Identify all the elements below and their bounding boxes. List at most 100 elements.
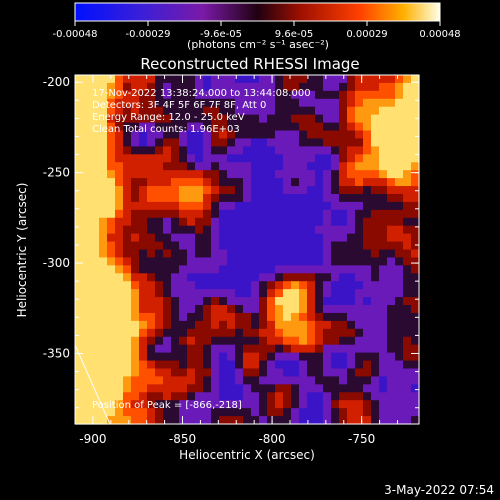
heatmap-cell	[339, 170, 348, 179]
heatmap-cell	[387, 170, 396, 179]
heatmap-cell	[163, 122, 172, 132]
heatmap-cell	[339, 328, 348, 338]
heatmap-cell	[163, 178, 172, 187]
heatmap-cell	[123, 241, 132, 251]
heatmap-cell	[235, 281, 244, 290]
heatmap-cell	[99, 225, 108, 235]
heatmap-cell	[347, 289, 356, 298]
heatmap-cell	[147, 170, 156, 179]
heatmap-cell	[267, 170, 276, 179]
heatmap-cell	[219, 320, 228, 330]
heatmap-cell	[139, 98, 148, 108]
heatmap-cell	[363, 162, 372, 171]
heatmap-cell	[339, 289, 348, 298]
heatmap-cell	[315, 376, 324, 385]
heatmap-cell	[259, 217, 268, 227]
heatmap-cell	[203, 328, 212, 338]
heatmap-cell	[363, 281, 372, 290]
heatmap-cell	[411, 162, 420, 171]
heatmap-cell	[403, 162, 412, 171]
heatmap-cell	[315, 98, 324, 108]
heatmap-cell	[155, 297, 164, 306]
heatmap-cell	[83, 312, 92, 322]
heatmap-cell	[283, 352, 292, 362]
heatmap-cell	[163, 98, 172, 108]
heatmap-cell	[107, 360, 116, 370]
heatmap-cell	[155, 384, 164, 393]
heatmap-cell	[411, 114, 420, 124]
heatmap-cell	[155, 217, 164, 227]
heatmap-cell	[243, 193, 252, 203]
heatmap-cell	[139, 217, 148, 227]
heatmap-cell	[267, 257, 276, 266]
heatmap-cell	[139, 138, 148, 147]
heatmap-cell	[227, 257, 236, 266]
heatmap-cell	[171, 408, 180, 417]
footer-date: 3-May-2022 07:54	[384, 483, 494, 497]
heatmap-cell	[91, 201, 100, 211]
heatmap-cell	[275, 249, 284, 259]
heatmap-cell	[307, 344, 316, 354]
heatmap-cell	[299, 75, 308, 84]
heatmap-cell	[179, 233, 188, 243]
heatmap-cell	[259, 138, 268, 147]
heatmap-cell	[163, 344, 172, 354]
heatmap-cell	[91, 273, 100, 282]
heatmap-cell	[171, 376, 180, 385]
heatmap-cell	[115, 122, 124, 132]
heatmap-cell	[291, 90, 300, 100]
heatmap-cell	[323, 376, 332, 385]
heatmap-cell	[147, 368, 156, 378]
heatmap-cell	[131, 360, 140, 370]
heatmap-cell	[107, 114, 116, 124]
heatmap-cell	[99, 217, 108, 227]
heatmap-cell	[275, 233, 284, 243]
heatmap-cell	[283, 186, 292, 195]
heatmap-cell	[275, 75, 284, 84]
heatmap-cell	[251, 98, 260, 108]
heatmap-cell	[139, 241, 148, 251]
heatmap-cell	[347, 90, 356, 100]
heatmap-cell	[259, 98, 268, 108]
heatmap-cell	[283, 98, 292, 108]
heatmap-cell	[331, 281, 340, 290]
heatmap-cell	[123, 138, 132, 147]
heatmap-cell	[411, 122, 420, 132]
heatmap-cell	[235, 114, 244, 124]
heatmap-cell	[75, 170, 84, 179]
heatmap-cell	[299, 170, 308, 179]
heatmap-cell	[323, 170, 332, 179]
heatmap-cell	[243, 400, 252, 409]
heatmap-cell	[75, 336, 84, 346]
heatmap-cell	[307, 170, 316, 179]
x-tick-label: -850	[169, 432, 196, 446]
heatmap-cell	[115, 368, 124, 378]
heatmap-cell	[75, 82, 84, 92]
heatmap-cell	[251, 336, 260, 346]
heatmap-cell	[275, 122, 284, 132]
heatmap-cell	[371, 146, 380, 155]
heatmap-cell	[179, 344, 188, 354]
heatmap-cell	[131, 146, 140, 155]
heatmap-cell	[299, 265, 308, 274]
heatmap-cell	[75, 289, 84, 298]
heatmap-cell	[107, 146, 116, 155]
heatmap-cell	[331, 249, 340, 259]
heatmap-cell	[219, 257, 228, 266]
heatmap-cell	[323, 201, 332, 211]
heatmap-cell	[387, 217, 396, 227]
heatmap-cell	[91, 75, 100, 84]
heatmap-cell	[235, 352, 244, 362]
heatmap-cell	[195, 82, 204, 92]
heatmap-cell	[315, 392, 324, 401]
heatmap-cell	[179, 320, 188, 330]
heatmap-cell	[147, 297, 156, 306]
heatmap-cell	[227, 201, 236, 211]
heatmap-cell	[283, 257, 292, 266]
heatmap-cell	[363, 352, 372, 362]
heatmap-cell	[123, 360, 132, 370]
heatmap-cell	[91, 336, 100, 346]
heatmap-cell	[355, 146, 364, 155]
heatmap-cell	[91, 392, 100, 401]
heatmap-cell	[211, 368, 220, 378]
